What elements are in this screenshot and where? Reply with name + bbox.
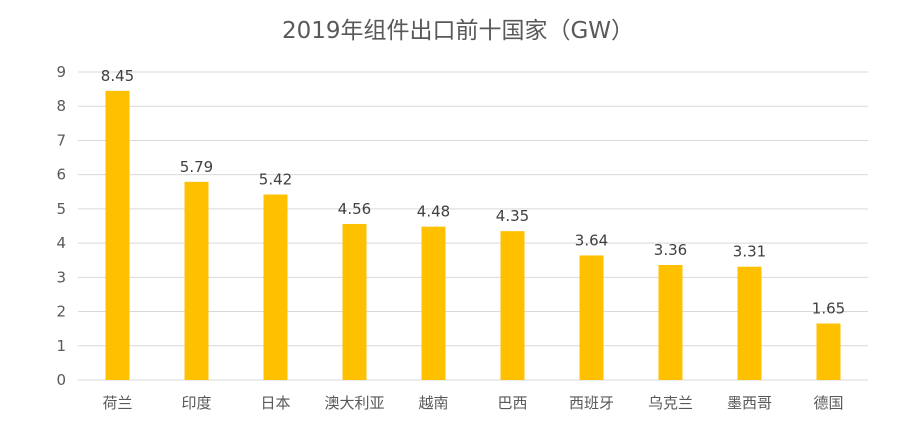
x-tick-label: 乌克兰 xyxy=(648,394,693,412)
x-tick-label: 西班牙 xyxy=(569,394,614,412)
x-tick-label: 墨西哥 xyxy=(727,394,772,412)
bar xyxy=(816,323,841,380)
x-tick-label: 荷兰 xyxy=(102,394,132,412)
y-tick-label: 0 xyxy=(56,371,66,389)
y-tick-label: 7 xyxy=(56,131,66,149)
data-label: 4.35 xyxy=(496,207,529,225)
x-tick-label: 印度 xyxy=(181,394,211,412)
y-tick-label: 4 xyxy=(56,234,66,252)
y-tick-label: 8 xyxy=(56,97,66,115)
bar xyxy=(737,266,762,380)
bar xyxy=(342,223,367,380)
x-axis-ticks: 荷兰 印度 日本 澳大利亚 越南 巴西 西班牙 乌克兰 墨西哥 德国 xyxy=(102,394,843,412)
y-tick-label: 1 xyxy=(56,337,66,355)
x-tick-label: 日本 xyxy=(260,394,290,412)
bar xyxy=(105,90,130,381)
data-label: 8.45 xyxy=(101,67,134,85)
bar xyxy=(579,255,604,380)
data-label: 5.79 xyxy=(180,158,213,176)
y-tick-label: 5 xyxy=(56,200,66,218)
data-label: 5.42 xyxy=(259,171,292,189)
data-label: 3.64 xyxy=(575,231,608,249)
x-tick-label: 德国 xyxy=(813,394,843,412)
y-axis-ticks: 0 1 2 3 4 5 6 7 8 9 xyxy=(56,63,66,389)
data-label: 3.31 xyxy=(733,243,766,261)
chart-title: 2019年组件出口前十国家（GW） xyxy=(282,18,634,44)
bar xyxy=(263,194,288,380)
data-labels: 8.45 5.79 5.42 4.56 4.48 4.35 3.64 3.36 3.31 1.65 xyxy=(101,67,845,318)
bar xyxy=(658,265,683,380)
x-tick-label: 巴西 xyxy=(497,394,527,412)
bars xyxy=(105,90,841,381)
bar xyxy=(500,231,525,380)
gridlines xyxy=(78,71,868,381)
y-tick-label: 3 xyxy=(56,268,66,286)
x-tick-label: 澳大利亚 xyxy=(324,394,384,412)
data-label: 4.56 xyxy=(338,200,371,218)
data-label: 1.65 xyxy=(812,300,845,318)
y-tick-label: 9 xyxy=(56,63,66,81)
bar xyxy=(421,226,446,380)
y-tick-label: 2 xyxy=(56,303,66,321)
x-tick-label: 越南 xyxy=(418,394,448,412)
bar xyxy=(184,181,209,380)
data-label: 3.36 xyxy=(654,241,687,259)
data-label: 4.48 xyxy=(417,203,450,221)
y-tick-label: 6 xyxy=(56,166,66,184)
